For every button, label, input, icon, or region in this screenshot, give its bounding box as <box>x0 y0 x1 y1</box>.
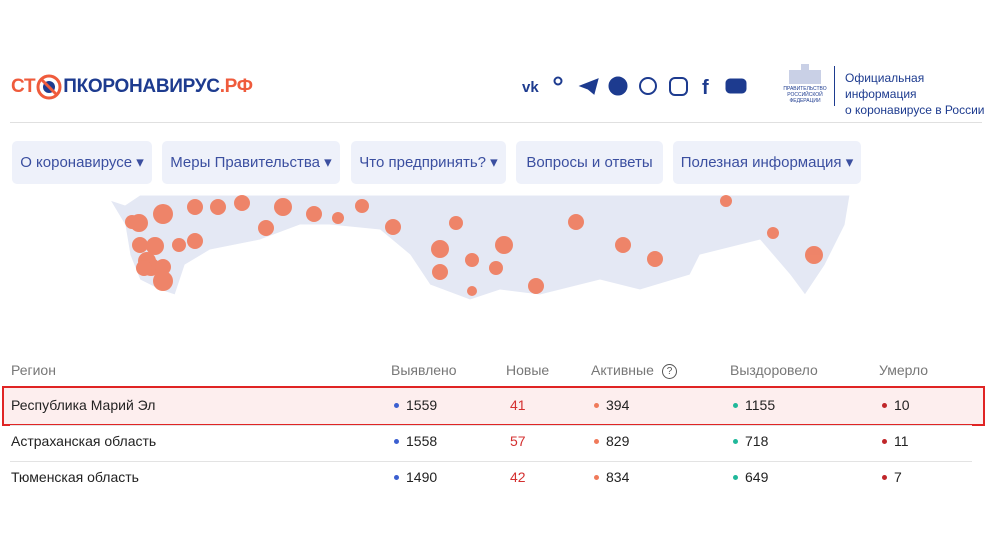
nav-label: О коронавирусе <box>20 154 133 171</box>
viber-icon[interactable] <box>639 77 657 95</box>
nav-label: Вопросы и ответы <box>526 154 653 171</box>
cell-value: 1155 <box>745 397 776 413</box>
column-header[interactable]: Новые <box>506 362 550 378</box>
info-line: о коронавирусе в России <box>845 103 985 117</box>
row-highlight <box>2 386 985 426</box>
dot <box>394 439 399 444</box>
logo-text: ПКОРОНАВИРУС <box>63 76 220 97</box>
help-icon[interactable]: ? <box>662 364 677 379</box>
dot <box>594 439 599 444</box>
gov-text: ФЕДЕРАЦИИ <box>789 98 821 104</box>
column-header[interactable]: Умерло <box>879 362 929 378</box>
gov-text: ПРАВИТЕЛЬСТВО <box>783 86 827 92</box>
icon[interactable] <box>608 76 628 96</box>
cell-value: 718 <box>745 433 769 449</box>
dot <box>882 475 887 480</box>
dot <box>594 403 599 408</box>
row-separator <box>10 461 972 462</box>
logo-text: СТ <box>11 76 36 97</box>
cell-value: 7 <box>894 469 902 485</box>
region-name[interactable]: Астраханская область <box>11 433 157 449</box>
dot <box>394 475 399 480</box>
column-header[interactable]: Выявлено <box>391 362 457 378</box>
column-header: Регион <box>11 362 56 378</box>
dot <box>594 475 599 480</box>
nav-item[interactable]: Что предпринять? ▾ <box>351 141 506 184</box>
divider <box>834 66 835 106</box>
cell-value: 1559 <box>406 397 438 413</box>
map <box>108 195 851 301</box>
cell-value: 57 <box>510 433 526 449</box>
facebook-icon[interactable]: f <box>702 77 709 98</box>
dot <box>733 439 738 444</box>
cell-value: 649 <box>745 469 769 485</box>
nav-label: Что предпринять? <box>359 154 486 171</box>
instagram-icon[interactable] <box>669 77 688 96</box>
cell-value: 11 <box>894 433 909 449</box>
region-name[interactable]: Республика Марий Эл <box>11 397 156 413</box>
nav-item[interactable]: О коронавирусе ▾ <box>12 141 152 184</box>
nav-label: Меры Правительства <box>170 154 321 171</box>
cell-value: 394 <box>606 397 630 413</box>
column-header[interactable]: Выздоровело <box>730 362 818 378</box>
logo-icon <box>36 74 62 100</box>
column-header[interactable]: Активные <box>591 362 654 378</box>
official-info: Официальная информация о коронавирусе в … <box>845 70 988 118</box>
cell-value: 834 <box>606 469 630 485</box>
dot <box>882 403 887 408</box>
ok-icon[interactable] <box>553 76 563 86</box>
info-line: Официальная информация <box>845 71 925 101</box>
gov-text: РОССИЙСКОЙ <box>787 92 823 98</box>
dot <box>733 403 738 408</box>
youtube-icon[interactable] <box>725 78 747 94</box>
nav-label: Полезная информация <box>680 154 842 171</box>
header-rule <box>10 122 982 123</box>
dot <box>882 439 887 444</box>
cell-value: 1490 <box>406 469 438 485</box>
social-icons: vk f <box>522 76 747 98</box>
cell-value: 41 <box>510 397 526 413</box>
cell-value: 10 <box>894 397 910 413</box>
nav-item[interactable]: Полезная информация ▾ <box>673 141 861 184</box>
vk-icon[interactable]: vk <box>522 79 539 96</box>
region-name[interactable]: Тюменская область <box>11 469 139 485</box>
gov-emblem: ПРАВИТЕЛЬСТВО РОССИЙСКОЙ ФЕДЕРАЦИИ <box>780 64 830 104</box>
row-separator <box>10 425 972 426</box>
logo[interactable]: СТ ПКОРОНАВИРУС .РФ <box>11 74 253 100</box>
cell-value: 829 <box>606 433 630 449</box>
telegram-icon[interactable] <box>578 78 599 95</box>
dot <box>733 475 738 480</box>
cell-value: 42 <box>510 469 526 485</box>
dot <box>394 403 399 408</box>
nav-item[interactable]: Меры Правительства ▾ <box>162 141 340 184</box>
nav-item[interactable]: Вопросы и ответы <box>516 141 663 184</box>
gov-building <box>789 64 821 84</box>
logo-domain: .РФ <box>219 76 253 97</box>
cell-value: 1558 <box>406 433 438 449</box>
